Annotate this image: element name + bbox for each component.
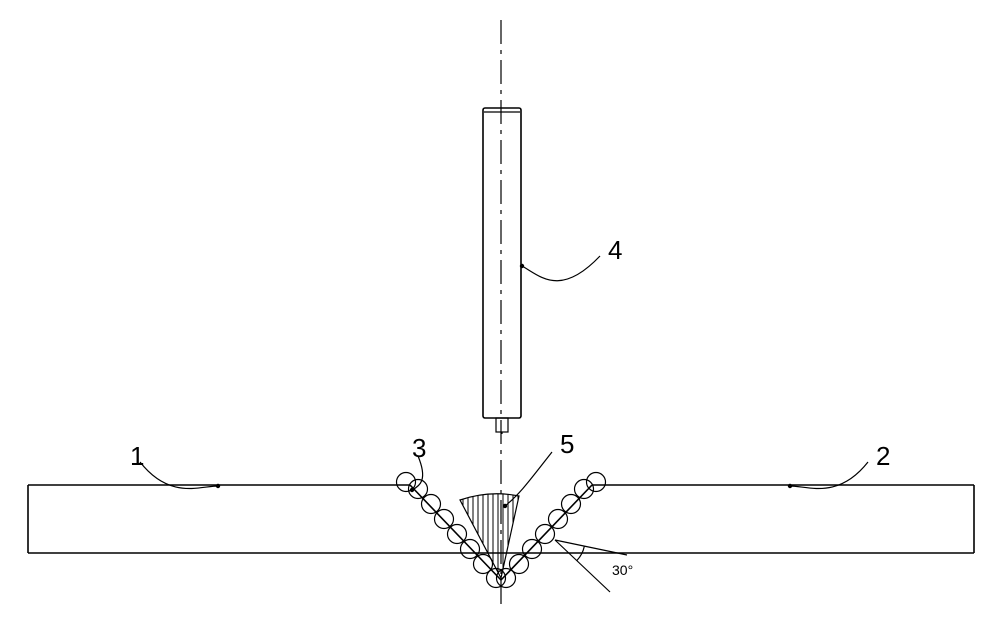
leader-5: 5	[503, 429, 575, 508]
torch-tip	[496, 418, 508, 432]
leader-4: 4	[520, 235, 623, 281]
leader-2: 2	[788, 441, 891, 489]
leader-label-2: 2	[876, 441, 890, 471]
leader-label-1: 1	[130, 441, 144, 471]
angle-label: 30°	[612, 562, 633, 578]
leader-label-5: 5	[560, 429, 574, 459]
leader-1: 1	[130, 441, 220, 489]
angle-marker: 30°	[555, 540, 633, 592]
groove-right	[501, 485, 592, 580]
leader-3: 3	[410, 433, 427, 492]
leader-label-3: 3	[412, 433, 426, 463]
groove-left	[410, 485, 501, 580]
torch-body	[483, 108, 521, 418]
leader-label-4: 4	[608, 235, 622, 265]
